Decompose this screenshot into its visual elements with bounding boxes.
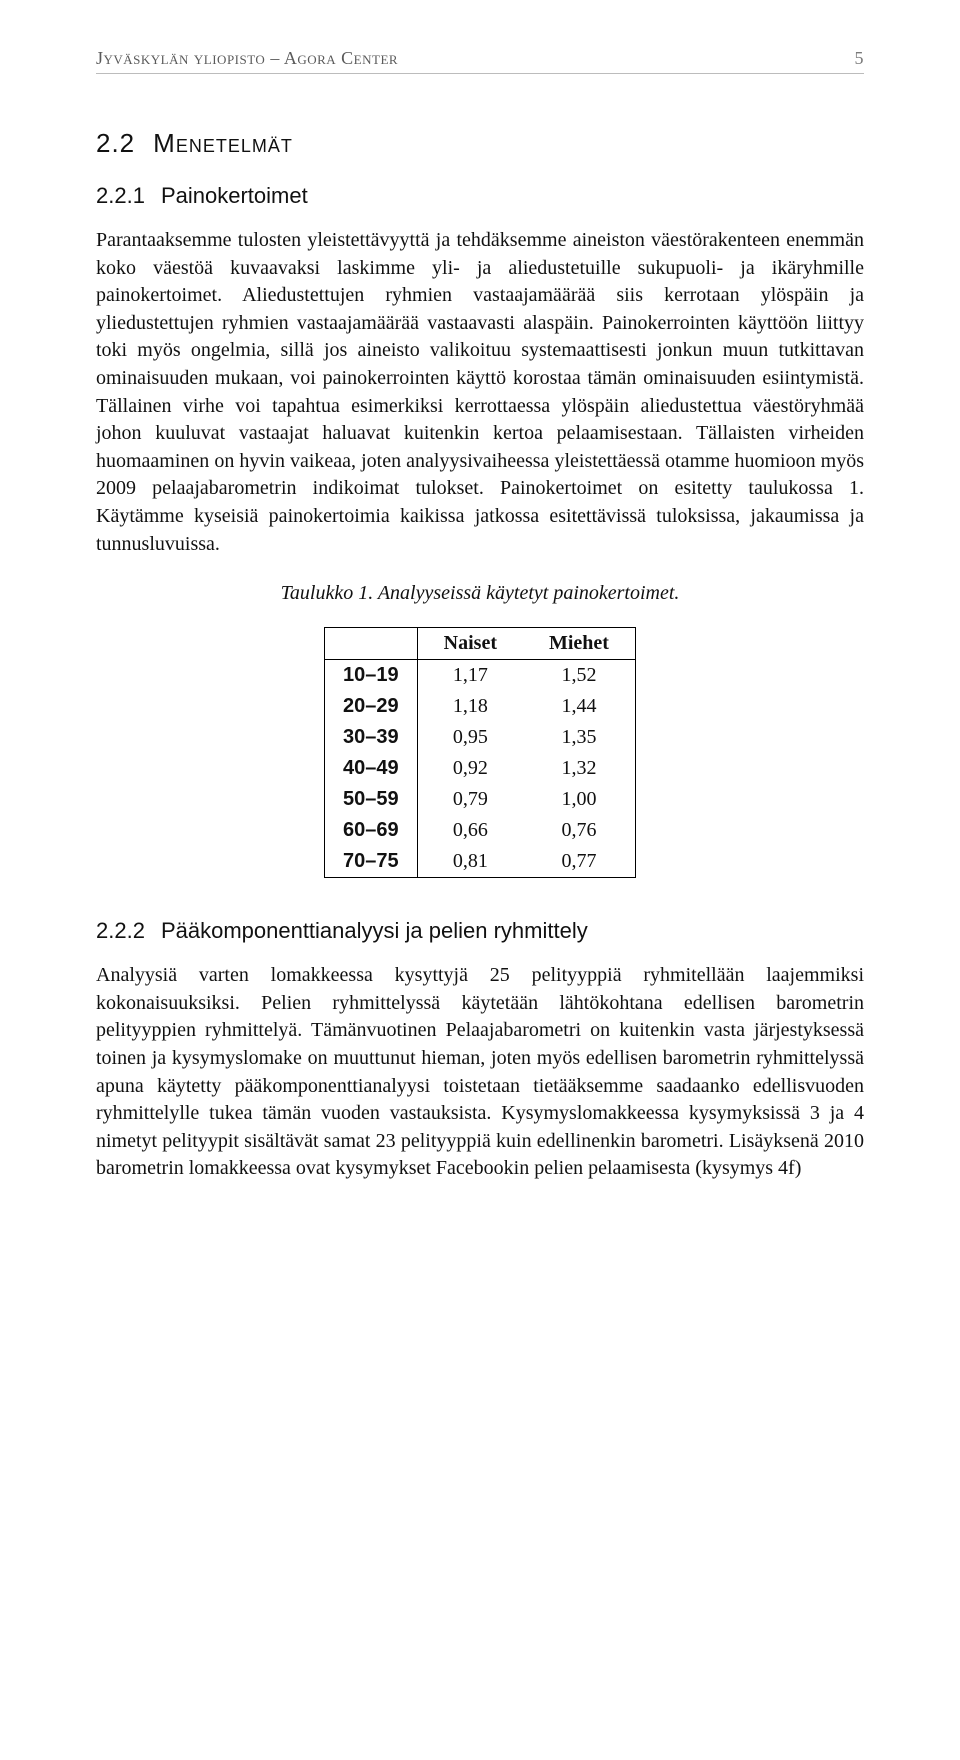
table-row-label: 20–29	[325, 691, 418, 722]
page-number: 5	[855, 48, 865, 69]
table-1-caption: Taulukko 1. Analyyseissä käytetyt painok…	[96, 582, 864, 605]
table-cell: 0,81	[417, 846, 523, 878]
table-cell: 1,18	[417, 691, 523, 722]
table-cell: 0,95	[417, 722, 523, 753]
subsection-2-number: 2.2.2	[96, 918, 145, 943]
table-cell: 0,66	[417, 815, 523, 846]
table-1: Naiset Miehet 10–19 1,17 1,52 20–29 1,18…	[324, 627, 636, 878]
table-header-miehet: Miehet	[523, 628, 635, 660]
table-cell: 1,00	[523, 784, 635, 815]
subsection-2-body: Analyysiä varten lomakkeessa kysyttyjä 2…	[96, 962, 864, 1183]
table-row-label: 50–59	[325, 784, 418, 815]
table-row-label: 10–19	[325, 660, 418, 692]
table-row: Naiset Miehet	[325, 628, 636, 660]
table-row-label: 40–49	[325, 753, 418, 784]
table-cell: 1,32	[523, 753, 635, 784]
table-header-empty	[325, 628, 418, 660]
table-row-label: 70–75	[325, 846, 418, 878]
subsection-1-title: Painokertoimet	[161, 183, 308, 208]
subsection-heading-1: 2.2.1 Painokertoimet	[96, 183, 864, 209]
subsection-heading-2: 2.2.2 Pääkomponenttianalyysi ja pelien ry…	[96, 918, 864, 944]
table-row: 60–69 0,66 0,76	[325, 815, 636, 846]
table-row: 10–19 1,17 1,52	[325, 660, 636, 692]
table-cell: 1,52	[523, 660, 635, 692]
table-cell: 0,76	[523, 815, 635, 846]
table-cell: 0,92	[417, 753, 523, 784]
section-title: Menetelmät	[153, 128, 293, 158]
running-head-title: Jyväskylän yliopisto – Agora Center	[96, 48, 398, 69]
table-cell: 1,35	[523, 722, 635, 753]
table-cell: 0,79	[417, 784, 523, 815]
subsection-1-body: Parantaaksemme tulosten yleistettävyyttä…	[96, 227, 864, 558]
table-row-label: 30–39	[325, 722, 418, 753]
subsection-2-title: Pääkomponenttianalyysi ja pelien ryhmitt…	[161, 918, 588, 943]
table-row: 50–59 0,79 1,00	[325, 784, 636, 815]
table-cell: 1,17	[417, 660, 523, 692]
table-header-naiset: Naiset	[417, 628, 523, 660]
running-head: Jyväskylän yliopisto – Agora Center 5	[96, 48, 864, 74]
table-row: 20–29 1,18 1,44	[325, 691, 636, 722]
table-row-label: 60–69	[325, 815, 418, 846]
page: Jyväskylän yliopisto – Agora Center 5 2.…	[0, 0, 960, 1271]
section-heading: 2.2 Menetelmät	[96, 128, 864, 159]
table-row: 30–39 0,95 1,35	[325, 722, 636, 753]
table-row: 70–75 0,81 0,77	[325, 846, 636, 878]
subsection-1-number: 2.2.1	[96, 183, 145, 208]
section-number: 2.2	[96, 128, 135, 158]
table-row: 40–49 0,92 1,32	[325, 753, 636, 784]
table-cell: 0,77	[523, 846, 635, 878]
table-cell: 1,44	[523, 691, 635, 722]
